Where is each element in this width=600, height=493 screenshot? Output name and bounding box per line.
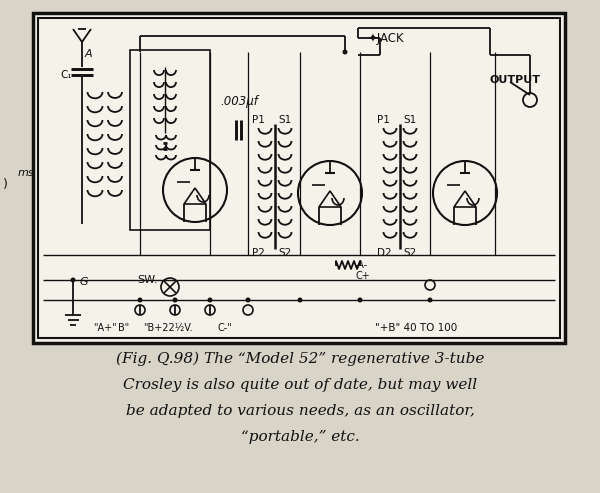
Bar	[38, 18, 560, 338]
Text: C₁: C₁	[60, 70, 71, 80]
Text: (Fig. Q.98) The “Model 52” regenerative 3-tube: (Fig. Q.98) The “Model 52” regenerative …	[116, 352, 484, 366]
Text: D2: D2	[377, 248, 392, 258]
Text: ✦JACK: ✦JACK	[368, 32, 404, 45]
Text: -A-: -A-	[355, 260, 368, 270]
Text: P1: P1	[377, 115, 390, 125]
Circle shape	[71, 278, 76, 282]
Text: G: G	[79, 277, 88, 287]
Text: P2: P2	[252, 248, 265, 258]
Text: ): )	[3, 178, 8, 191]
Circle shape	[298, 297, 302, 303]
Circle shape	[208, 297, 212, 303]
Text: A: A	[85, 49, 92, 59]
Circle shape	[137, 297, 143, 303]
Text: ms: ms	[18, 168, 35, 178]
Text: P1: P1	[252, 115, 265, 125]
Circle shape	[427, 297, 433, 303]
Text: "B+22½V.: "B+22½V.	[143, 323, 193, 333]
Text: B": B"	[118, 323, 129, 333]
Text: “portable,” etc.: “portable,” etc.	[241, 430, 359, 444]
Text: "+B" 40 TO 100: "+B" 40 TO 100	[375, 323, 457, 333]
Text: C-": C-"	[218, 323, 233, 333]
Text: OUTPUT: OUTPUT	[490, 75, 541, 85]
Text: S1: S1	[403, 115, 416, 125]
Text: Crosley is also quite out of date, but may well: Crosley is also quite out of date, but m…	[123, 378, 477, 392]
Circle shape	[173, 297, 178, 303]
Text: .003μf: .003μf	[220, 95, 258, 108]
Text: S2: S2	[278, 248, 291, 258]
Circle shape	[245, 297, 251, 303]
Bar	[130, 50, 210, 230]
Text: S1: S1	[278, 115, 291, 125]
Text: C+: C+	[355, 271, 370, 281]
Bar	[33, 13, 565, 343]
Circle shape	[343, 49, 347, 55]
Text: SW.: SW.	[137, 275, 157, 285]
Circle shape	[358, 297, 362, 303]
Text: be adapted to various needs, as an oscillator,: be adapted to various needs, as an oscil…	[125, 404, 475, 418]
Text: "A+": "A+"	[93, 323, 116, 333]
Text: S2: S2	[403, 248, 416, 258]
